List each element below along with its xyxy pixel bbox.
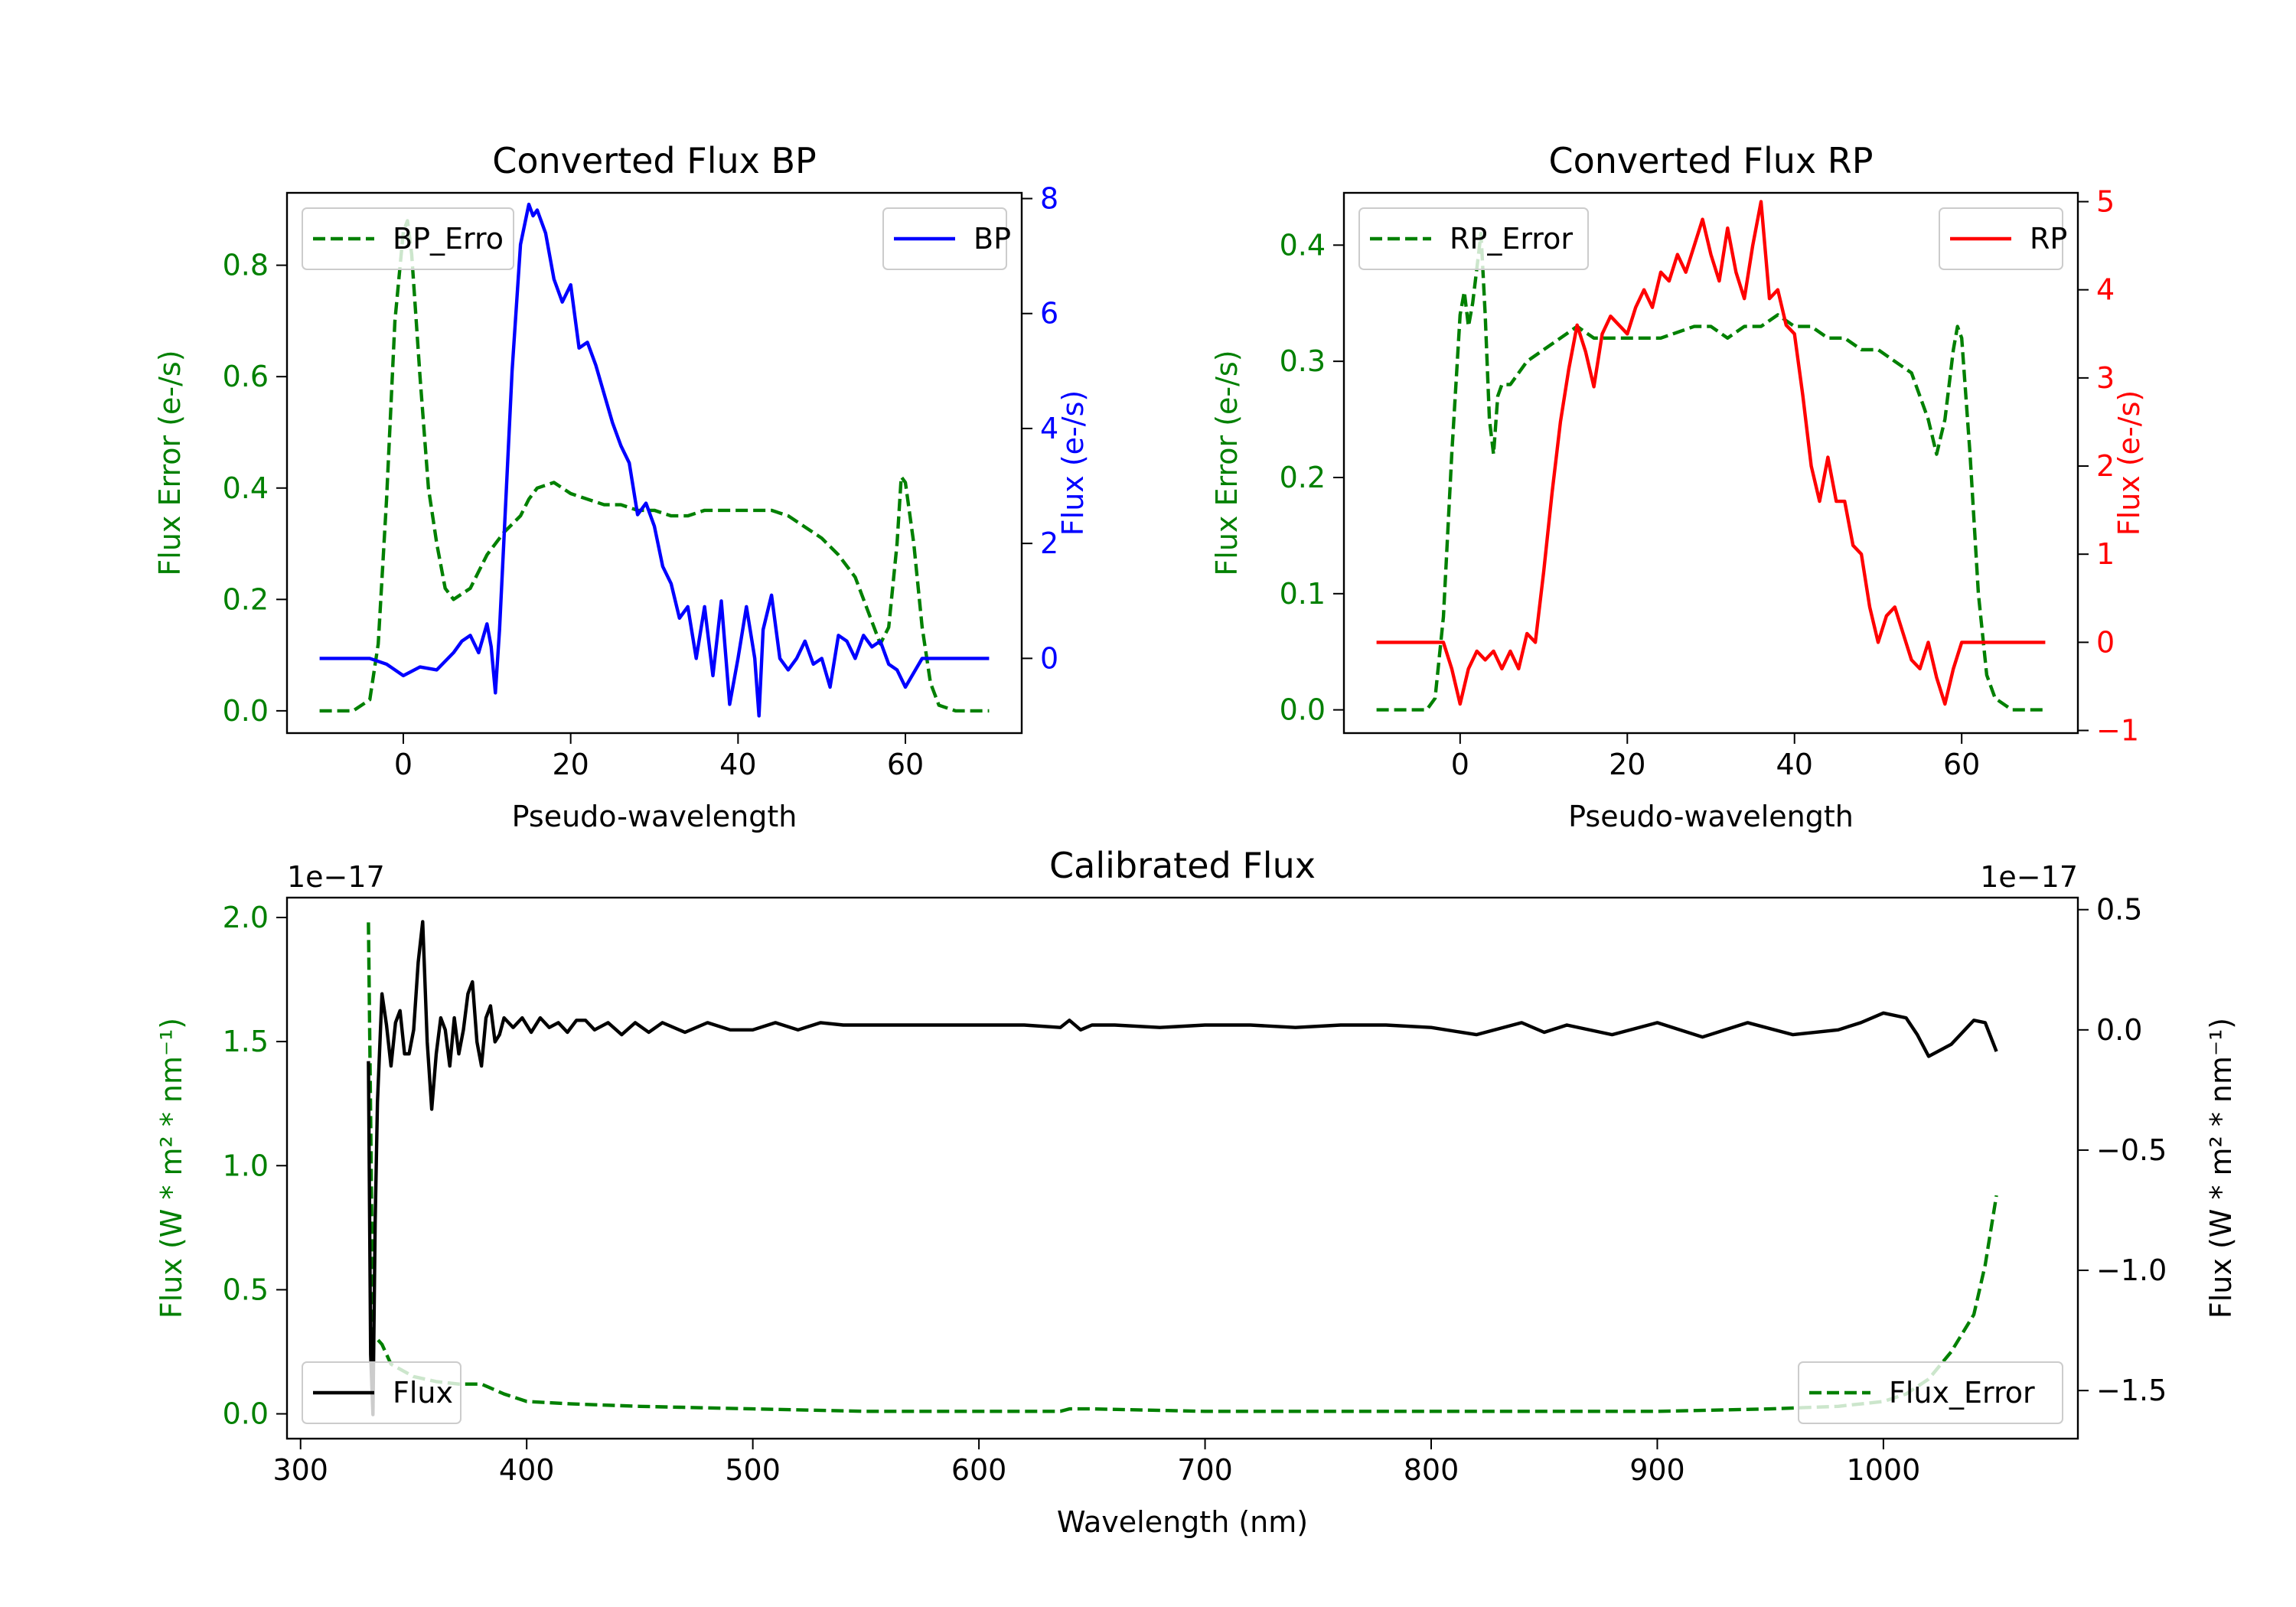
legend-error: BP_Erro [302, 207, 514, 270]
y-tick-label-right: 4 [1040, 412, 1058, 445]
x-tick-label: 60 [1943, 748, 1980, 781]
legend-box [302, 207, 514, 270]
axes-frame [1342, 191, 2079, 735]
y-tick-label-right: 0.0 [2096, 1013, 2142, 1047]
chart-title: Converted Flux BP [492, 140, 817, 181]
chart-bp: Converted Flux BP0 20 40 60Pseudo-wavelengt… [153, 140, 1090, 833]
y-axis-label-left: Flux Error (e-/s) [153, 350, 187, 575]
plot-area [1376, 200, 2046, 712]
y-tick-label-left: 0.6 [223, 360, 269, 393]
legend-label: RP_Error [1450, 222, 1573, 256]
y-axis-label-left: Flux Error (e-/s) [1210, 350, 1244, 575]
x-tick-label: 700 [1177, 1453, 1233, 1487]
x-axis-label: Wavelength (nm) [1057, 1505, 1308, 1539]
legend-flux: RP [1939, 207, 2067, 270]
x-tick-label: 400 [499, 1453, 555, 1487]
y-tick-label-right: 2 [2096, 449, 2115, 483]
cal-flux-line [367, 920, 1998, 1416]
plot-area [367, 920, 1998, 1416]
y-tick-label-right: 4 [2096, 273, 2115, 307]
legend-label: BP_Erro [393, 222, 504, 256]
legend-error: RP_Error [1358, 207, 1589, 270]
offset-label-left: 1e−17 [287, 860, 385, 894]
x-tick-label: 600 [951, 1453, 1007, 1487]
legend-flux: Flux [302, 1361, 461, 1424]
y-tick-label-right: 5 [2096, 185, 2115, 219]
y-tick-label-left: 0.2 [1280, 461, 1326, 494]
chart-rp: Converted Flux RP0 20 40 60Pseudo-wavelengt… [1210, 140, 2146, 833]
bp-flux-line [319, 202, 990, 718]
y-tick-label-right: 6 [1040, 297, 1058, 331]
x-axis-label: Pseudo-wavelength [512, 800, 797, 833]
x-tick-label: 800 [1404, 1453, 1459, 1487]
x-tick-label: 20 [1609, 748, 1645, 781]
chart-title: Converted Flux RP [1549, 140, 1874, 181]
x-tick-label: 500 [725, 1453, 781, 1487]
y-tick-label-right: 0 [2096, 625, 2115, 659]
x-tick-label: 0 [1451, 748, 1469, 781]
y-axis-label-right: Flux (e-/s) [2112, 390, 2146, 536]
legend-label: Flux_Error [1889, 1376, 2035, 1410]
y-tick-label-right: 8 [1040, 182, 1058, 216]
legend-box [302, 1361, 461, 1424]
legend-error: Flux_Error [1798, 1361, 2063, 1424]
chart-title: Calibrated Flux [1049, 845, 1316, 886]
x-tick-label: 300 [272, 1453, 328, 1487]
x-tick-label: 1000 [1847, 1453, 1921, 1487]
y-tick-label-left: 0.0 [223, 1397, 269, 1431]
y-tick-label-right: 1 [2096, 537, 2115, 571]
y-tick-label-right: 0.5 [2096, 893, 2142, 927]
x-tick-label: 40 [719, 748, 756, 781]
y-tick-label-right: 0 [1040, 641, 1058, 675]
y-tick-label-left: 0.2 [223, 582, 269, 616]
legend-box [1798, 1361, 2063, 1424]
y-tick-label-right: −1.0 [2096, 1253, 2167, 1287]
y-tick-label-left: 0.0 [223, 694, 269, 728]
offset-label-right: 1e−17 [1980, 860, 2078, 894]
y-tick-label-left: 0.1 [1280, 577, 1326, 611]
axes-frame [285, 896, 2079, 1440]
x-tick-label: 20 [552, 748, 589, 781]
y-axis-label-right: Flux (W * m² * nm⁻¹) [2204, 1018, 2238, 1319]
y-tick-label-left: 0.4 [223, 471, 269, 505]
x-axis-label: Pseudo-wavelength [1568, 800, 1854, 833]
y-tick-label-left: 2.0 [223, 901, 269, 934]
y-axis-label-right: Flux (e-/s) [1056, 390, 1090, 536]
legend-label: RP [2030, 222, 2067, 256]
rp-flux-line [1376, 200, 2046, 706]
y-tick-label-left: 1.5 [223, 1025, 269, 1058]
plot-area [319, 202, 990, 718]
legend-box [1358, 207, 1589, 270]
x-tick-label: 0 [394, 748, 413, 781]
legend-label: Flux [393, 1376, 453, 1410]
x-tick-label: 900 [1629, 1453, 1685, 1487]
y-tick-label-right: −0.5 [2096, 1133, 2167, 1167]
y-axis-label-left: Flux (W * m² * nm⁻¹) [155, 1018, 188, 1319]
y-tick-label-right: −1 [2096, 714, 2139, 748]
y-tick-label-left: 0.4 [1280, 228, 1326, 262]
y-tick-label-right: −1.5 [2096, 1374, 2167, 1407]
rp-error-line [1376, 231, 2046, 712]
legend-flux: BP [882, 207, 1011, 270]
y-tick-label-left: 0.0 [1280, 693, 1326, 727]
cal-error-line [367, 922, 1998, 1413]
y-tick-label-left: 0.8 [223, 249, 269, 282]
y-tick-label-left: 0.5 [223, 1273, 269, 1306]
legend-label: BP [974, 222, 1011, 256]
axes-frame [285, 191, 1023, 735]
chart-cal: Calibrated Flux 300 400 500 600 700 800 900 1000… [155, 845, 2238, 1539]
x-tick-label: 40 [1776, 748, 1813, 781]
y-tick-label-left: 0.3 [1280, 344, 1326, 378]
x-tick-label: 60 [887, 748, 924, 781]
y-tick-label-right: 3 [2096, 361, 2115, 395]
y-tick-label-right: 2 [1040, 526, 1058, 560]
y-tick-label-left: 1.0 [223, 1149, 269, 1182]
